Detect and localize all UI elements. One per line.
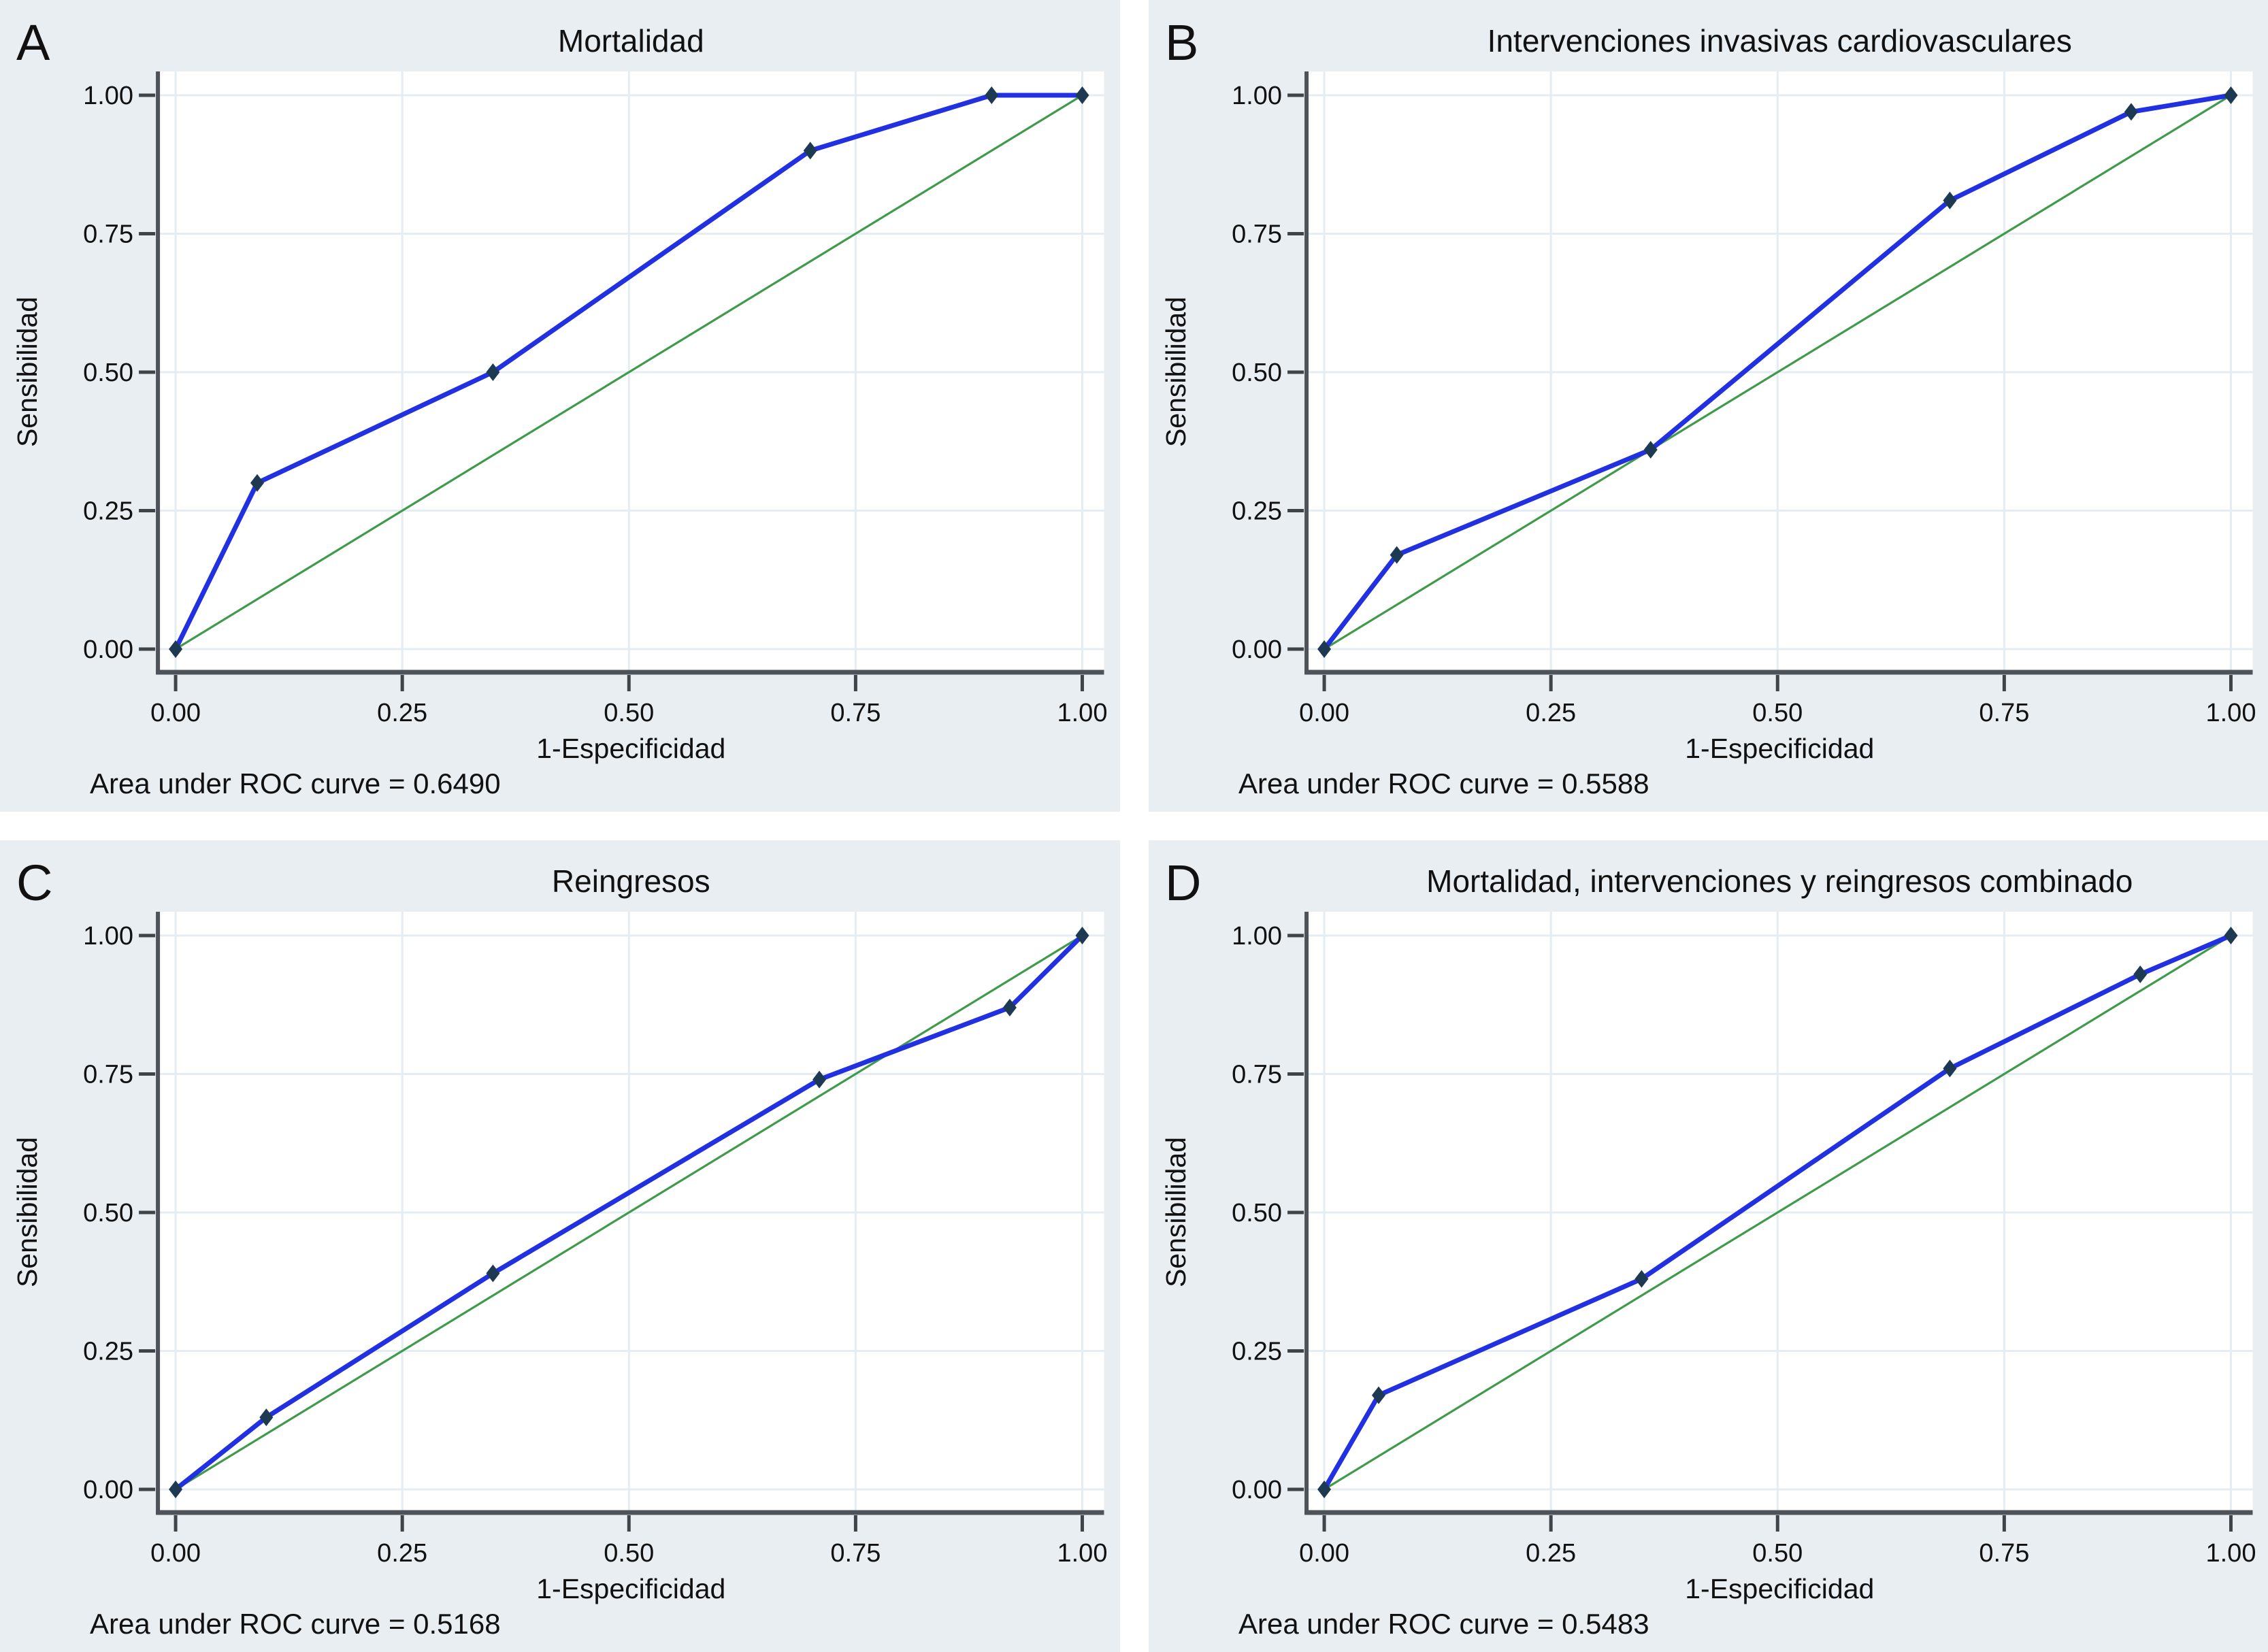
- x-tick-label: 1.00: [1057, 699, 1107, 727]
- x-tick-label: 0.00: [150, 699, 201, 727]
- chart-title: Mortalidad: [558, 23, 704, 59]
- x-axis-label: 1-Especificidad: [536, 733, 725, 764]
- y-tick-label: 0.00: [1232, 635, 1282, 664]
- x-axis-label: 1-Especificidad: [1685, 1573, 1874, 1604]
- reference-line: [175, 934, 1083, 1491]
- chart-title: Intervenciones invasivas cardiovasculare…: [1487, 23, 2071, 59]
- x-tick-label: 0.50: [604, 1539, 654, 1568]
- x-tick-label: 0.75: [1979, 699, 2029, 727]
- roc-point-marker: [250, 474, 264, 492]
- roc-curve: [1321, 93, 2233, 652]
- panel-letter: B: [1165, 14, 1198, 71]
- roc-markers: [1317, 927, 2237, 1498]
- panel-d: D Mortalidad, intervenciones y reingresos…: [1148, 840, 2268, 1652]
- x-tick-label: 1.00: [2205, 699, 2256, 727]
- panel-letter: D: [1165, 855, 1201, 911]
- y-tick-label: 0.50: [1232, 359, 1282, 387]
- y-tick-label: 0.50: [1232, 1199, 1282, 1227]
- roc-point-marker: [259, 1408, 274, 1427]
- auc-annotation: Area under ROC curve = 0.5168: [90, 1608, 501, 1640]
- x-axis-label: 1-Especificidad: [536, 1573, 725, 1604]
- x-tick-label: 0.00: [150, 1539, 201, 1568]
- reference-line: [1323, 934, 2231, 1491]
- x-tick-label: 1.00: [1057, 1539, 1107, 1568]
- chart-title: Reingresos: [552, 863, 710, 899]
- y-axis-label: Sensibilidad: [1160, 1137, 1191, 1287]
- y-tick-label: 1.00: [1232, 82, 1282, 110]
- roc-chart-c: C Reingresos 0.00 0.25 0.50 0.75 1.00 0.00 0.25 0…: [12, 855, 1107, 1640]
- y-axis-label: Sensibilidad: [1160, 297, 1191, 447]
- reference-line: [175, 94, 1083, 650]
- y-tick-label: 0.75: [83, 1061, 133, 1089]
- roc-curve: [173, 933, 1085, 1492]
- y-tick-label: 0.25: [83, 1338, 133, 1366]
- y-tick-label: 0.75: [1232, 220, 1282, 249]
- x-tick-label: 0.25: [377, 699, 427, 727]
- x-tick-label: 0.75: [830, 699, 881, 727]
- tick-marks: [1287, 934, 2233, 1532]
- y-tick-label: 0.50: [83, 1199, 133, 1227]
- roc-chart-b: B Intervenciones invasivas cardiovascular…: [1160, 14, 2256, 799]
- auc-annotation: Area under ROC curve = 0.5588: [1238, 767, 1649, 799]
- roc-point-marker: [1643, 440, 1658, 459]
- roc-point-marker: [486, 363, 500, 381]
- tick-marks: [1287, 93, 2233, 691]
- x-tick-label: 0.00: [1299, 699, 1349, 727]
- roc-curve: [1321, 933, 2233, 1492]
- y-tick-label: 0.25: [1232, 1338, 1282, 1366]
- x-tick-label: 0.25: [1526, 1539, 1576, 1568]
- y-tick-label: 0.00: [1232, 1476, 1282, 1504]
- x-tick-label: 0.50: [1752, 1539, 1803, 1568]
- roc-point-marker: [1002, 998, 1017, 1017]
- chart-title: Mortalidad, intervenciones y reingresos …: [1426, 863, 2133, 899]
- panel-b: B Intervenciones invasivas cardiovascular…: [1148, 0, 2268, 812]
- tick-marks: [139, 93, 1084, 691]
- gridlines: [1306, 912, 2252, 1513]
- roc-curve: [173, 93, 1085, 652]
- y-axis-label: Sensibilidad: [12, 297, 43, 447]
- panel-letter: C: [16, 855, 52, 911]
- y-tick-label: 0.00: [83, 635, 133, 664]
- y-axis-label: Sensibilidad: [12, 1137, 43, 1287]
- reference-line: [1323, 94, 2231, 650]
- x-tick-label: 1.00: [2205, 1539, 2256, 1568]
- y-tick-label: 1.00: [83, 82, 133, 110]
- tick-marks: [139, 934, 1084, 1532]
- y-tick-label: 0.50: [83, 359, 133, 387]
- auc-annotation: Area under ROC curve = 0.6490: [90, 767, 501, 799]
- panel-a: A Mortalidad 0.00 0.25 0.50 0.75 1.00 0.00 0.25 0…: [0, 0, 1120, 812]
- x-tick-label: 0.25: [1526, 699, 1576, 727]
- y-tick-label: 0.75: [83, 220, 133, 249]
- x-axis-label: 1-Especificidad: [1685, 733, 1874, 764]
- panel-c: C Reingresos 0.00 0.25 0.50 0.75 1.00 0.00 0.25 0…: [0, 840, 1120, 1652]
- y-tick-label: 1.00: [83, 922, 133, 951]
- roc-chart-a: A Mortalidad 0.00 0.25 0.50 0.75 1.00 0.00 0.25 0…: [12, 14, 1107, 799]
- x-tick-label: 0.25: [377, 1539, 427, 1568]
- gridlines: [1306, 71, 2252, 672]
- x-tick-label: 0.75: [830, 1539, 881, 1568]
- x-tick-label: 0.00: [1299, 1539, 1349, 1568]
- roc-point-marker: [169, 640, 183, 658]
- y-tick-label: 0.00: [83, 1476, 133, 1504]
- roc-point-marker: [1371, 1386, 1385, 1404]
- x-tick-label: 0.75: [1979, 1539, 2029, 1568]
- roc-chart-d: D Mortalidad, intervenciones y reingresos…: [1160, 855, 2256, 1640]
- panel-letter: A: [16, 14, 50, 71]
- roc-point-marker: [486, 1264, 500, 1283]
- gridlines: [158, 912, 1104, 1513]
- y-tick-label: 1.00: [1232, 922, 1282, 951]
- roc-point-marker: [169, 1481, 183, 1498]
- y-tick-label: 0.75: [1232, 1061, 1282, 1089]
- auc-annotation: Area under ROC curve = 0.5483: [1238, 1608, 1649, 1640]
- y-tick-label: 0.25: [1232, 497, 1282, 526]
- y-tick-label: 0.25: [83, 497, 133, 526]
- x-tick-label: 0.50: [1752, 699, 1803, 727]
- x-tick-label: 0.50: [604, 699, 654, 727]
